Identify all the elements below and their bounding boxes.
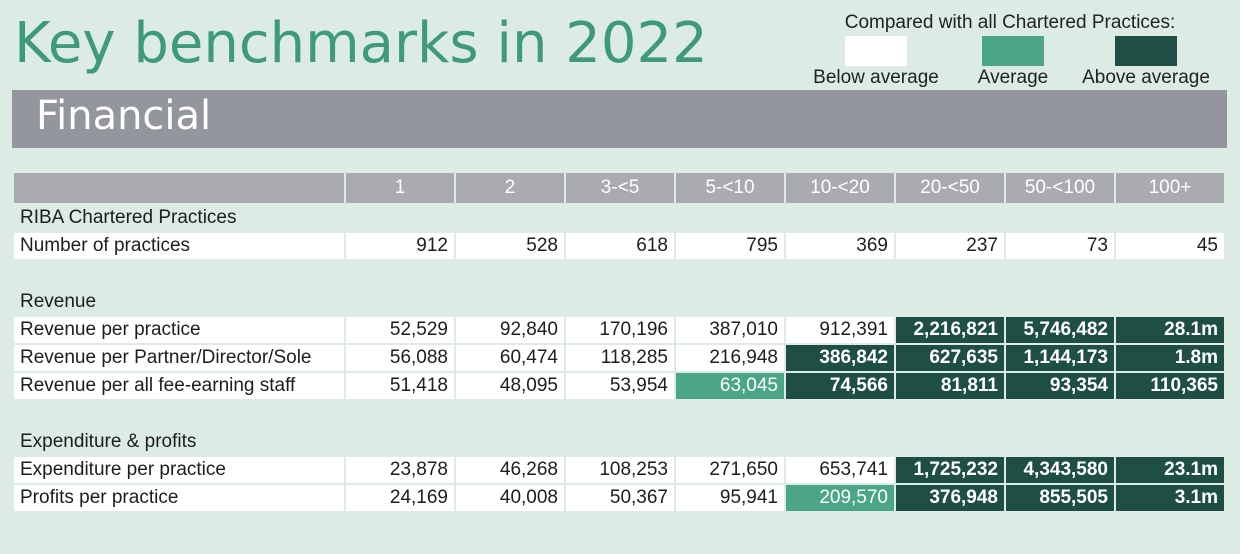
legend-below-average: Below average [801, 36, 951, 89]
header-cell: 20-<50 [896, 173, 1004, 203]
value-cell: 48,095 [456, 373, 564, 399]
value-cell: 51,418 [346, 373, 454, 399]
value-cell: 369 [786, 233, 894, 259]
value-cell: 653,741 [786, 457, 894, 483]
header-cell: 100+ [1116, 173, 1224, 203]
benchmarks-table: 1 2 3-<5 5-<10 10-<20 20-<50 50-<100 100… [12, 171, 1226, 513]
value-cell: 93,354 [1006, 373, 1114, 399]
value-cell: 3.1m [1116, 485, 1224, 511]
header-cell: 50-<100 [1006, 173, 1114, 203]
value-cell: 387,010 [676, 317, 784, 343]
value-cell: 4,343,580 [1006, 457, 1114, 483]
row-label: Revenue per all fee-earning staff [14, 373, 344, 399]
group-row: RIBA Chartered Practices [14, 205, 1224, 231]
header-cell: 10-<20 [786, 173, 894, 203]
legend-label-above: Above average [1082, 67, 1210, 88]
group-row: Revenue [14, 289, 1224, 315]
value-cell: 28.1m [1116, 317, 1224, 343]
row-label: Revenue per Partner/Director/Sole [14, 345, 344, 371]
value-cell: 855,505 [1006, 485, 1114, 511]
value-cell: 237 [896, 233, 1004, 259]
value-cell: 386,842 [786, 345, 894, 371]
value-cell: 45 [1116, 233, 1224, 259]
table-row: Number of practices 912 528 618 795 369 237 73… [14, 233, 1224, 259]
value-cell: 1,144,173 [1006, 345, 1114, 371]
value-cell: 1.8m [1116, 345, 1224, 371]
value-cell: 74,566 [786, 373, 894, 399]
header-row: 1 2 3-<5 5-<10 10-<20 20-<50 50-<100 100… [14, 173, 1224, 203]
legend-label-below: Below average [813, 67, 939, 88]
value-cell: 40,008 [456, 485, 564, 511]
value-cell: 63,045 [676, 373, 784, 399]
section-title: Financial [36, 93, 212, 139]
legend-swatch-above [1115, 36, 1177, 66]
row-label: Profits per practice [14, 485, 344, 511]
value-cell: 60,474 [456, 345, 564, 371]
value-cell: 216,948 [676, 345, 784, 371]
legend-above-average: Above average [1071, 36, 1221, 89]
value-cell: 627,635 [896, 345, 1004, 371]
row-label: Expenditure per practice [14, 457, 344, 483]
table-row: Revenue per practice 52,529 92,840 170,196… [14, 317, 1224, 343]
table-row: Revenue per all fee-earning staff 51,418… [14, 373, 1224, 399]
value-cell: 53,954 [566, 373, 674, 399]
value-cell: 108,253 [566, 457, 674, 483]
value-cell: 2,216,821 [896, 317, 1004, 343]
spacer-row [14, 261, 1224, 287]
page-title: Key benchmarks in 2022 [14, 11, 708, 76]
value-cell: 24,169 [346, 485, 454, 511]
value-cell: 46,268 [456, 457, 564, 483]
value-cell: 912 [346, 233, 454, 259]
value-cell: 170,196 [566, 317, 674, 343]
value-cell: 56,088 [346, 345, 454, 371]
value-cell: 528 [456, 233, 564, 259]
value-cell: 110,365 [1116, 373, 1224, 399]
value-cell: 81,811 [896, 373, 1004, 399]
legend-swatch-average [982, 36, 1044, 66]
group-row: Expenditure & profits [14, 429, 1224, 455]
legend-swatch-below [845, 36, 907, 66]
group-label: RIBA Chartered Practices [20, 207, 237, 228]
value-cell: 23.1m [1116, 457, 1224, 483]
value-cell: 271,650 [676, 457, 784, 483]
group-label: Revenue [20, 291, 97, 312]
spacer-row [14, 401, 1224, 427]
header-cell: 3-<5 [566, 173, 674, 203]
table-row: Revenue per Partner/Director/Sole 56,088… [14, 345, 1224, 371]
value-cell: 618 [566, 233, 674, 259]
value-cell: 118,285 [566, 345, 674, 371]
value-cell: 52,529 [346, 317, 454, 343]
value-cell: 23,878 [346, 457, 454, 483]
value-cell: 50,367 [566, 485, 674, 511]
value-cell: 795 [676, 233, 784, 259]
group-label: Expenditure & profits [20, 431, 197, 452]
header-cell: 5-<10 [676, 173, 784, 203]
table-row: Expenditure per practice 23,878 46,268 108… [14, 457, 1224, 483]
value-cell: 912,391 [786, 317, 894, 343]
value-cell: 209,570 [786, 485, 894, 511]
section-header: Financial [12, 90, 1227, 148]
value-cell: 5,746,482 [1006, 317, 1114, 343]
value-cell: 1,725,232 [896, 457, 1004, 483]
header-cell: 1 [346, 173, 454, 203]
value-cell: 73 [1006, 233, 1114, 259]
legend-title: Compared with all Chartered Practices: [844, 12, 1176, 33]
legend-label-average: Average [977, 67, 1049, 88]
value-cell: 376,948 [896, 485, 1004, 511]
row-label: Revenue per practice [14, 317, 344, 343]
value-cell: 92,840 [456, 317, 564, 343]
table-row: Profits per practice 24,169 40,008 50,367 9… [14, 485, 1224, 511]
legend-average: Average [938, 36, 1088, 89]
header-cell-empty [14, 173, 344, 203]
header-cell: 2 [456, 173, 564, 203]
value-cell: 95,941 [676, 485, 784, 511]
row-label: Number of practices [14, 233, 344, 259]
